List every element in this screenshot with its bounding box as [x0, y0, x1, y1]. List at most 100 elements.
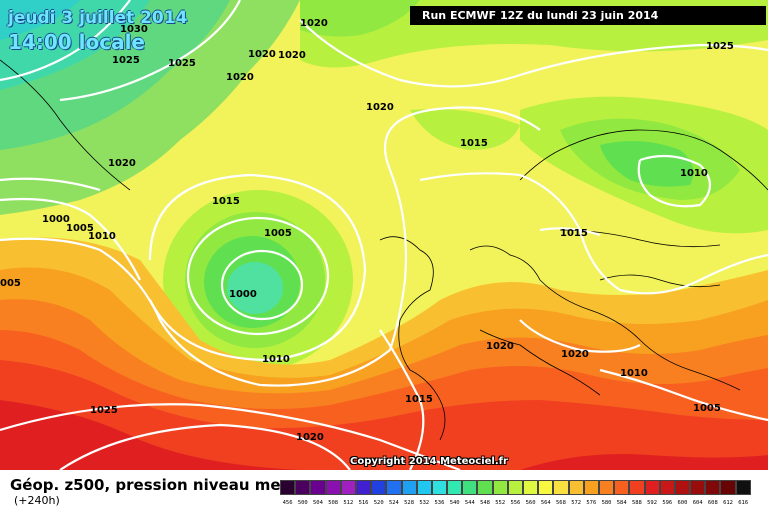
forecast-date: jeudi 3 juillet 2014 [8, 8, 188, 28]
scale-label: 508 [328, 500, 339, 506]
scale-label: 504 [313, 500, 323, 506]
isobar-label: 1015 [560, 228, 588, 239]
scale-swatch [355, 480, 372, 495]
copyright-text: Copyright 2014 Meteociel.fr [350, 456, 508, 467]
scale-swatch [629, 480, 645, 495]
isobar-label: 1010 [620, 368, 648, 379]
isobar-label: 1020 [486, 341, 514, 352]
scale-label: 516 [358, 500, 369, 506]
scale-swatch [644, 480, 660, 495]
scale-swatch [735, 480, 751, 495]
scale-label: 604 [692, 500, 703, 506]
scale-swatch [416, 480, 432, 495]
scale-swatch [690, 480, 706, 495]
scale-swatch [720, 480, 736, 495]
isobar-label: 1000 [42, 214, 70, 225]
scale-swatch [538, 480, 554, 495]
scale-label: 536 [434, 500, 445, 506]
color-scale-labels: 456 500 504 508 512 516 520 524 528 532 536 540 544 5… [280, 500, 751, 506]
scale-label: 556 [510, 500, 521, 506]
legend-title: Géop. z500, pression niveau mer [10, 476, 288, 494]
scale-swatch [598, 480, 615, 495]
scale-swatch [614, 480, 630, 495]
model-run-label: Run ECMWF 12Z du lundi 23 juin 2014 [410, 6, 766, 25]
scale-label: 572 [571, 500, 582, 506]
scale-swatch [431, 480, 448, 495]
scale-swatch [295, 480, 311, 495]
scale-label: 560 [525, 500, 536, 506]
scale-swatch [280, 480, 296, 495]
scale-swatch [371, 480, 387, 495]
scale-swatch [583, 480, 599, 495]
scale-swatch [705, 480, 721, 495]
scale-swatch [401, 480, 417, 495]
isobar-label: 1010 [680, 168, 708, 179]
scale-label: 596 [662, 500, 673, 506]
isobar-label: 1020 [226, 72, 254, 83]
scale-label: 588 [631, 500, 642, 506]
scale-label: 544 [464, 500, 475, 506]
scale-swatch [386, 480, 402, 495]
scale-label: 524 [388, 500, 399, 506]
isobar-label: 1025 [706, 41, 734, 52]
isobar-label: 1020 [108, 158, 136, 169]
isobar-label: 1030 [120, 24, 148, 35]
scale-label: 456 [282, 500, 293, 506]
isobar-label: 1005 [264, 228, 292, 239]
scale-label: 500 [297, 500, 308, 506]
scale-swatch [674, 480, 691, 495]
scale-label: 616 [738, 500, 749, 506]
isobar-label: 1020 [300, 18, 328, 29]
scale-label: 600 [677, 500, 688, 506]
scale-label: 540 [449, 500, 460, 506]
scale-label: 532 [419, 500, 430, 506]
isobar-label: 1025 [168, 58, 196, 69]
isobar-label: 005 [0, 278, 21, 289]
scale-label: 528 [404, 500, 415, 506]
isobar-label: 1025 [112, 55, 140, 66]
scale-label: 584 [616, 500, 627, 506]
weather-map: jeudi 3 juillet 2014 14:00 locale Run EC… [0, 0, 768, 470]
scale-label: 512 [343, 500, 354, 506]
forecast-time: 14:00 locale [8, 30, 145, 54]
scale-label: 608 [707, 500, 718, 506]
scale-label: 568 [556, 500, 566, 506]
scale-swatch [492, 480, 508, 495]
isobar-label: 1015 [212, 196, 240, 207]
legend-footer: Géop. z500, pression niveau mer (+240h) … [0, 470, 768, 512]
scale-swatch [568, 480, 584, 495]
scale-label: 564 [540, 500, 551, 506]
scale-label: 592 [647, 500, 658, 506]
scale-swatch [659, 480, 675, 495]
forecast-lead-time: (+240h) [14, 494, 60, 507]
isobars [0, 0, 768, 470]
isobar-label: 1010 [88, 231, 116, 242]
scale-swatch [325, 480, 341, 495]
isobar-label: 1010 [262, 354, 290, 365]
geopotential-field [0, 0, 768, 470]
isobar-label: 1020 [278, 50, 306, 61]
scale-swatch [462, 480, 478, 495]
isobar-label: 1020 [561, 349, 589, 360]
scale-label: 520 [373, 500, 384, 506]
scale-swatch [477, 480, 493, 495]
color-scale [280, 480, 751, 498]
scale-swatch [553, 480, 569, 495]
scale-label: 548 [480, 500, 490, 506]
scale-label: 576 [586, 500, 597, 506]
scale-label: 612 [723, 500, 733, 506]
isobar-label: 1020 [366, 102, 394, 113]
isobar-label: 1020 [296, 432, 324, 443]
scale-swatch [507, 480, 523, 495]
scale-label: 580 [601, 500, 612, 506]
isobar-label: 1000 [229, 289, 257, 300]
isobar-label: 1005 [66, 223, 94, 234]
scale-swatch [447, 480, 463, 495]
isobar-label: 1015 [405, 394, 433, 405]
scale-label: 552 [495, 500, 506, 506]
isobar-label: 1020 [248, 49, 276, 60]
scale-swatch [340, 480, 356, 495]
isobar-label: 1015 [460, 138, 488, 149]
scale-swatch [310, 480, 326, 495]
scale-swatch [523, 480, 539, 495]
